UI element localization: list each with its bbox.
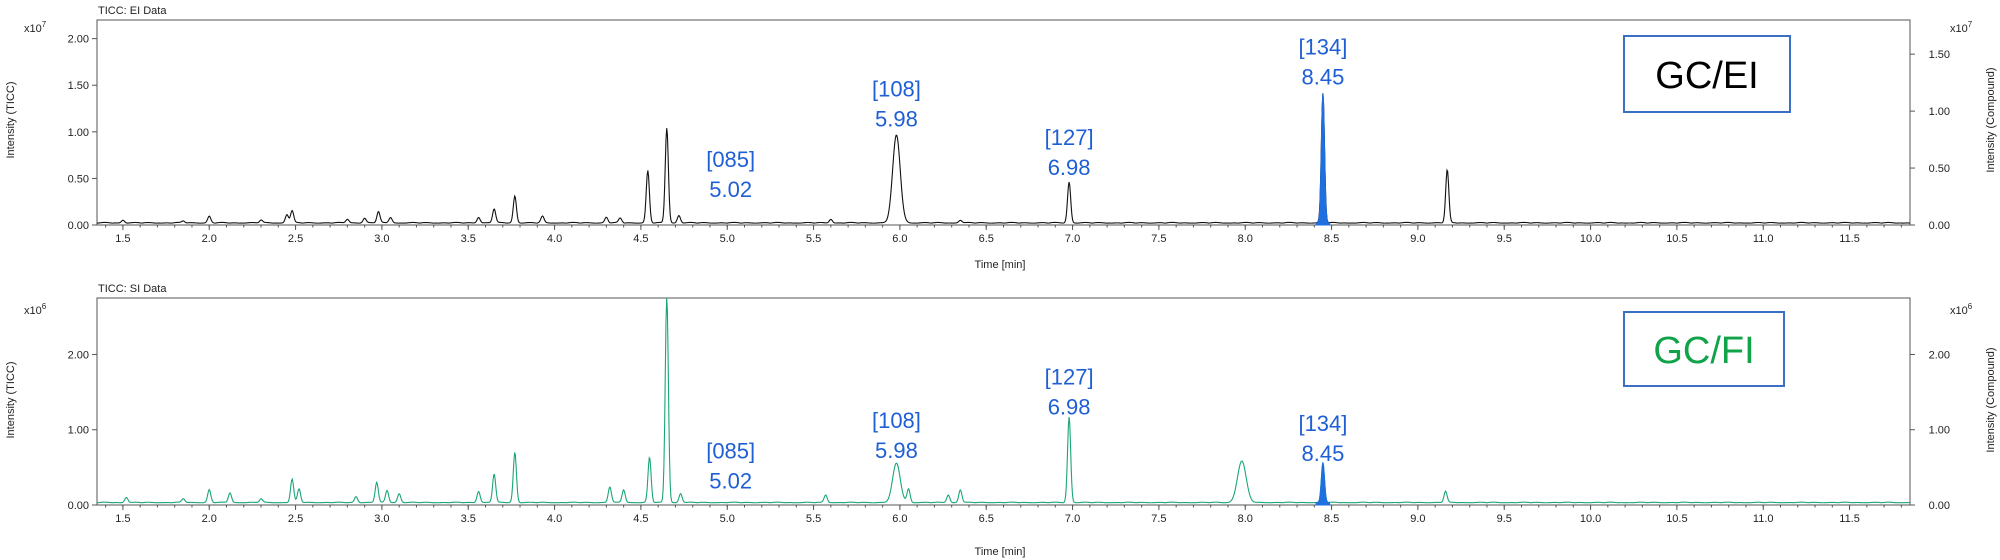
si-x-tick-label: 10.5 (1666, 513, 1687, 525)
si-x-tick-label: 5.5 (806, 513, 821, 525)
si-x-tick-label: 2.5 (288, 513, 303, 525)
ei-plot-frame (96, 19, 1911, 226)
si-tic-trace (96, 297, 1911, 504)
si-method-box (1623, 311, 1785, 387)
si-x-tick-label: 11.5 (1839, 513, 1860, 525)
ei-peak-id-label: [085] (706, 147, 755, 172)
ei-x-tick-label: 3.0 (374, 233, 389, 245)
si-x-tick-label: 3.5 (461, 513, 476, 525)
si-right-multiplier: x106 (1950, 302, 1973, 317)
ei-x-tick-label: 7.5 (1151, 233, 1166, 245)
ei-x-tick-label: 10.0 (1580, 233, 1601, 245)
ei-x-tick-label: 9.5 (1497, 233, 1512, 245)
si-x-tick-label: 10.0 (1580, 513, 1601, 525)
si-y-right-tick-label: 0.00 (1929, 500, 1950, 512)
si-x-tick-label: 11.0 (1753, 513, 1774, 525)
si-y-tick-label: 1.00 (68, 425, 89, 437)
ei-peak-id-label: [134] (1298, 34, 1347, 59)
ei-x-tick-label: 6.5 (979, 233, 994, 245)
si-left-multiplier: x106 (24, 302, 47, 317)
ei-peak-time-label: 5.98 (875, 106, 918, 131)
si-method-label: GC/FI (1653, 330, 1754, 372)
si-peak-time-label: 5.98 (875, 438, 918, 463)
si-x-tick-label: 6.5 (979, 513, 994, 525)
si-x-tick-label: 8.0 (1238, 513, 1253, 525)
si-x-tick-label: 5.0 (720, 513, 735, 525)
ei-left-multiplier: x107 (24, 20, 47, 35)
si-x-tick-label: 6.0 (892, 513, 907, 525)
ei-x-tick-label: 4.5 (633, 233, 648, 245)
si-peak-id-label: [134] (1298, 411, 1347, 436)
si-x-tick-label: 4.5 (633, 513, 648, 525)
ei-chromatogram-panel: TICC: EI Data x107 x107 Intensity (TICC)… (5, 5, 1997, 271)
ei-x-tick-label: 8.0 (1238, 233, 1253, 245)
ei-x-tick-label: 2.5 (288, 233, 303, 245)
ei-right-multiplier: x107 (1950, 20, 1973, 35)
si-peak-time-label: 8.45 (1302, 441, 1345, 466)
ei-x-tick-label: 5.0 (720, 233, 735, 245)
ei-x-tick-label: 11.5 (1839, 233, 1860, 245)
ei-x-tick-label: 5.5 (806, 233, 821, 245)
ei-y-right-tick-label: 1.00 (1929, 106, 1950, 118)
ei-x-tick-label: 9.0 (1410, 233, 1425, 245)
si-x-tick-label: 9.5 (1497, 513, 1512, 525)
si-x-tick-label: 8.5 (1324, 513, 1339, 525)
si-y-right-tick-label: 1.00 (1929, 425, 1950, 437)
si-y-right-tick-label: 2.00 (1929, 349, 1950, 361)
si-right-axis-title: Intensity (Compound) (1985, 347, 1997, 452)
si-y-tick-label: 2.00 (68, 349, 89, 361)
ei-peak-id-label: [127] (1045, 125, 1094, 150)
ei-y-right-tick-label: 0.00 (1929, 220, 1950, 232)
si-x-tick-label: 3.0 (374, 513, 389, 525)
si-x-tick-label: 9.0 (1410, 513, 1425, 525)
ei-peak-time-label: 8.45 (1302, 64, 1345, 89)
ei-highlighted-peak (1315, 93, 1331, 226)
ei-x-tick-label: 2.0 (202, 233, 217, 245)
si-peak-time-label: 6.98 (1048, 395, 1091, 420)
ei-x-axis-title: Time [min] (975, 259, 1026, 271)
si-panel-title: TICC: SI Data (98, 283, 167, 295)
ei-method-label: GC/EI (1655, 55, 1758, 97)
si-x-tick-label: 1.5 (115, 513, 130, 525)
si-peak-id-label: [127] (1045, 365, 1094, 390)
ei-method-box (1623, 35, 1791, 113)
si-x-tick-label: 4.0 (547, 513, 562, 525)
ei-x-tick-label: 8.5 (1324, 233, 1339, 245)
si-left-axis-title: Intensity (TICC) (5, 361, 17, 438)
ei-x-tick-label: 4.0 (547, 233, 562, 245)
ei-x-tick-label: 6.0 (892, 233, 907, 245)
ei-y-tick-label: 1.50 (68, 80, 89, 92)
ei-x-tick-label: 3.5 (461, 233, 476, 245)
si-peak-id-label: [085] (706, 438, 755, 463)
ei-x-tick-label: 10.5 (1666, 233, 1687, 245)
si-peak-id-label: [108] (872, 408, 921, 433)
si-x-tick-label: 7.5 (1151, 513, 1166, 525)
ei-y-tick-label: 2.00 (68, 34, 89, 46)
ei-y-tick-label: 0.00 (68, 220, 89, 232)
si-x-axis-title: Time [min] (975, 546, 1026, 558)
ei-y-right-tick-label: 1.50 (1929, 49, 1950, 61)
si-highlighted-peak (1315, 461, 1331, 506)
si-y-tick-label: 0.00 (68, 500, 89, 512)
si-chromatogram-panel: TICC: SI Data x106 x106 Intensity (TICC)… (5, 283, 1997, 558)
ei-right-axis-title: Intensity (Compound) (1985, 67, 1997, 172)
ei-peak-id-label: [108] (872, 76, 921, 101)
si-peak-time-label: 5.02 (709, 468, 752, 493)
ei-x-tick-label: 1.5 (115, 233, 130, 245)
ei-left-axis-title: Intensity (TICC) (5, 81, 17, 158)
ei-peak-time-label: 5.02 (709, 177, 752, 202)
ei-x-tick-label: 7.0 (1065, 233, 1080, 245)
ei-x-tick-label: 11.0 (1753, 233, 1774, 245)
si-plot-frame (96, 297, 1911, 506)
si-x-tick-label: 7.0 (1065, 513, 1080, 525)
si-x-tick-label: 2.0 (202, 513, 217, 525)
ei-tic-trace (96, 93, 1911, 224)
ei-panel-title: TICC: EI Data (98, 5, 167, 17)
ei-y-tick-label: 1.00 (68, 127, 89, 139)
ei-y-right-tick-label: 0.50 (1929, 163, 1950, 175)
ei-y-tick-label: 0.50 (68, 173, 89, 185)
ei-peak-time-label: 6.98 (1048, 155, 1091, 180)
